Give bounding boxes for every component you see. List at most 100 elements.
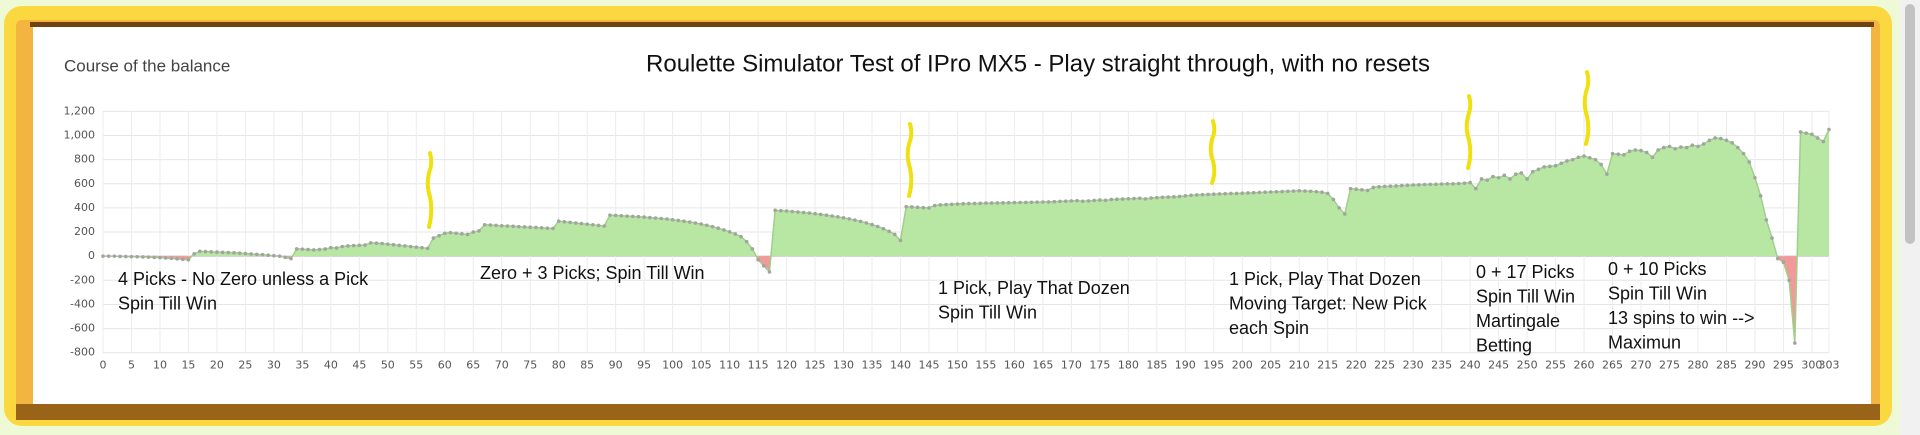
point <box>448 230 453 235</box>
point <box>1656 148 1660 152</box>
point <box>1474 186 1478 191</box>
point <box>1394 184 1398 188</box>
point <box>864 221 869 225</box>
point <box>460 232 464 236</box>
point <box>790 209 795 214</box>
point <box>585 222 589 227</box>
point <box>1320 190 1324 195</box>
point <box>1821 139 1826 144</box>
x-tick-label: 55 <box>409 359 423 372</box>
point <box>967 201 971 206</box>
point <box>539 226 544 230</box>
point <box>1337 206 1341 210</box>
point <box>1274 189 1279 194</box>
point <box>408 244 413 249</box>
point <box>1280 189 1284 194</box>
point <box>1764 218 1769 222</box>
point <box>237 251 242 255</box>
point <box>289 256 293 261</box>
point <box>1303 189 1307 193</box>
point <box>579 221 584 226</box>
scrollbar-thumb[interactable] <box>1905 4 1915 244</box>
point <box>978 201 983 206</box>
point <box>1149 196 1153 200</box>
point <box>1172 195 1176 199</box>
point <box>346 244 350 248</box>
x-tick-label: 285 <box>1716 359 1737 372</box>
point <box>1029 200 1034 205</box>
point <box>545 226 550 230</box>
x-tick-label: 250 <box>1517 359 1538 372</box>
yellow-mark <box>1208 119 1217 185</box>
point <box>135 254 139 259</box>
point <box>1120 197 1125 201</box>
point <box>1644 150 1649 155</box>
point <box>1246 191 1250 195</box>
point <box>830 214 834 218</box>
point <box>1251 190 1256 195</box>
point <box>106 254 111 258</box>
point <box>898 238 903 243</box>
point <box>1132 196 1136 201</box>
point <box>323 247 327 251</box>
point <box>676 218 681 223</box>
point <box>340 244 345 249</box>
point <box>722 228 726 232</box>
point <box>1730 140 1734 145</box>
point <box>1063 199 1068 203</box>
point <box>904 204 908 209</box>
x-tick-label: 215 <box>1317 359 1338 372</box>
chart-title: Roulette Simulator Test of IPro MX5 - Pl… <box>646 50 1430 77</box>
point <box>1798 130 1803 134</box>
x-tick-label: 30 <box>267 359 281 372</box>
point <box>1781 260 1786 265</box>
annotation: 4 Picks - No Zero unless a Pick <box>118 269 369 289</box>
annotation: 1 Pick, Play That Dozen <box>938 278 1130 298</box>
point <box>163 256 168 260</box>
point <box>1041 200 1045 204</box>
point <box>391 242 396 247</box>
point <box>995 201 1000 205</box>
point <box>1046 200 1051 204</box>
point <box>1827 127 1831 132</box>
point <box>1513 172 1518 176</box>
point <box>1297 188 1302 193</box>
point <box>551 226 555 231</box>
point <box>744 239 749 244</box>
annotation: Betting <box>1476 336 1532 356</box>
y-tick-label: 1,200 <box>64 104 96 117</box>
x-tick-label: 245 <box>1488 359 1509 372</box>
x-tick-label: 240 <box>1460 359 1481 372</box>
x-tick-label: 60 <box>438 359 452 372</box>
point <box>1456 181 1461 186</box>
point <box>1627 149 1632 154</box>
point <box>972 201 977 206</box>
x-tick-label: 220 <box>1346 359 1367 372</box>
point <box>613 213 618 218</box>
point <box>1006 200 1011 205</box>
yellow-mark <box>1464 94 1473 170</box>
annotation: each Spin <box>1229 318 1309 338</box>
x-tick-label: 295 <box>1773 359 1794 372</box>
point <box>1257 190 1262 195</box>
x-tick-label: 185 <box>1146 359 1167 372</box>
point <box>471 230 476 234</box>
point <box>1605 172 1609 176</box>
point <box>836 215 840 219</box>
point <box>1263 190 1267 195</box>
point <box>733 232 738 236</box>
point <box>818 212 823 217</box>
point <box>602 224 607 228</box>
x-tick-label: 70 <box>495 359 509 372</box>
annotation: Martingale <box>1476 311 1560 331</box>
point <box>146 255 151 259</box>
point <box>1718 136 1723 141</box>
point <box>152 255 157 260</box>
x-tick-label: 130 <box>833 359 854 372</box>
x-tick-label: 140 <box>890 359 911 372</box>
point <box>477 229 481 233</box>
x-tick-label: 225 <box>1374 359 1395 372</box>
point <box>1126 196 1131 201</box>
x-tick-label: 20 <box>210 359 224 372</box>
